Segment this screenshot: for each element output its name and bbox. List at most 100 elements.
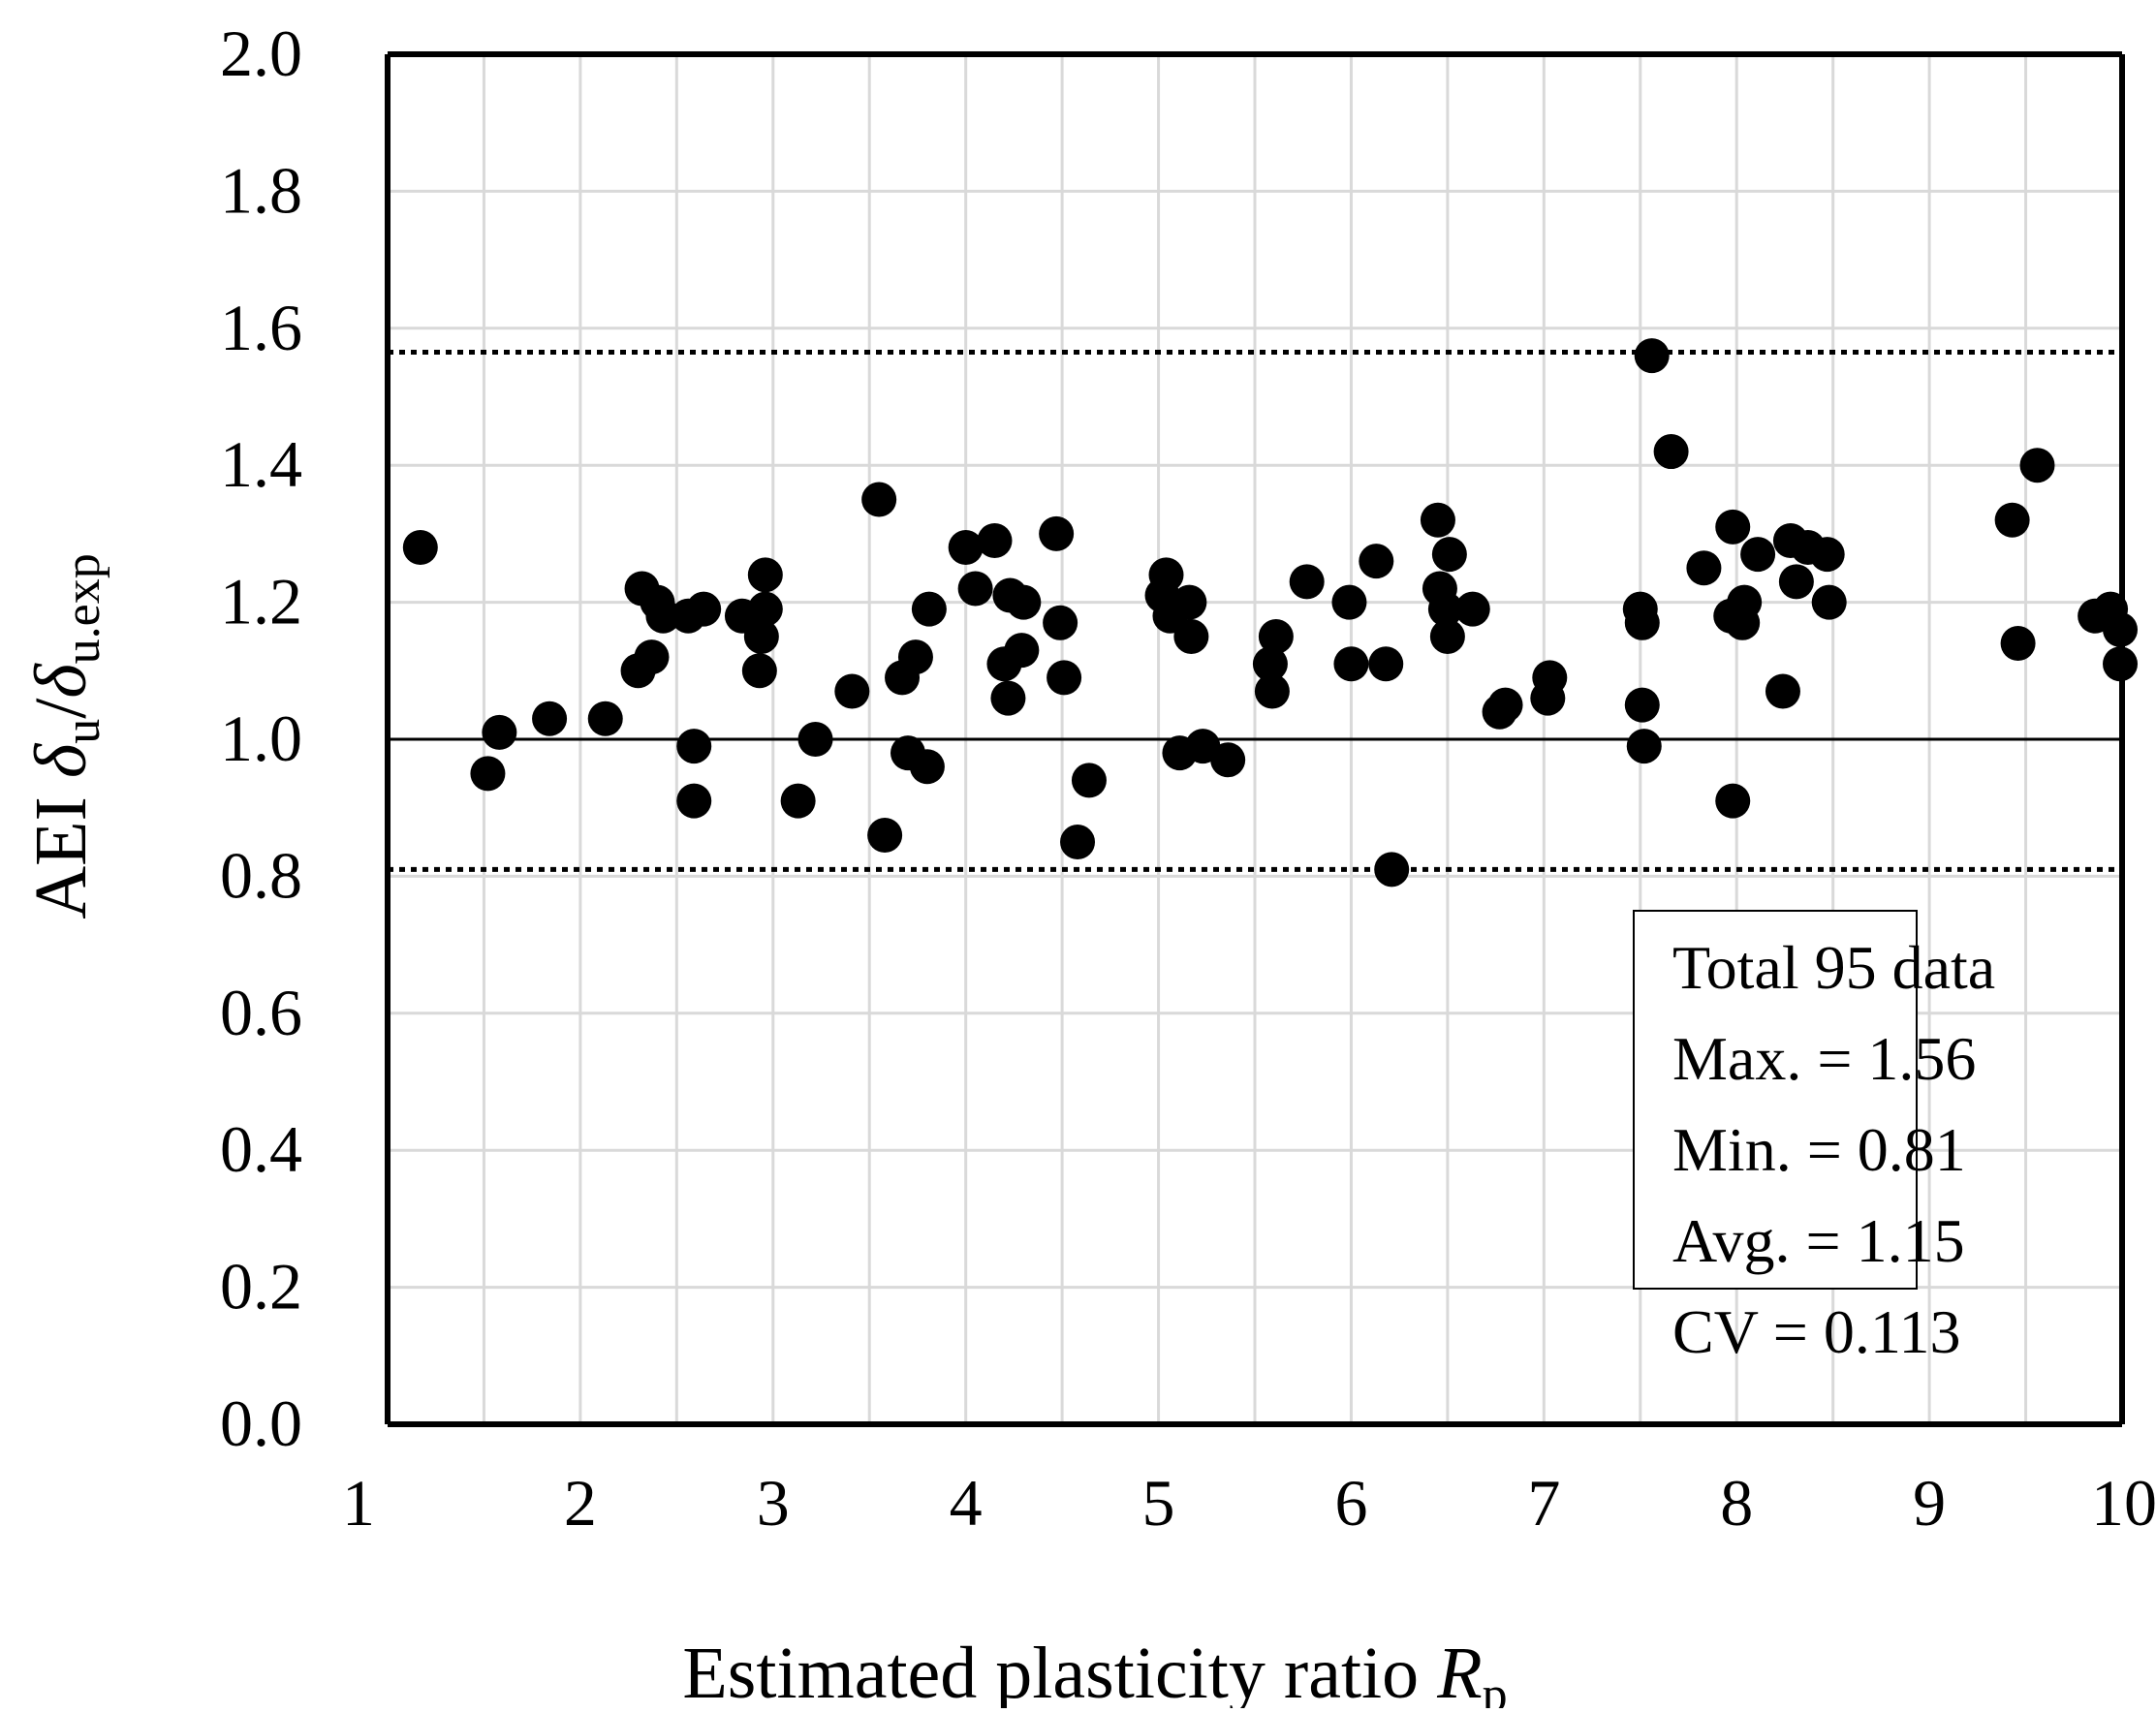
- data-point: [1331, 584, 1367, 620]
- data-point: [797, 722, 833, 757]
- data-point: [1626, 729, 1662, 764]
- data-point: [1368, 646, 1404, 682]
- data-point: [1487, 687, 1523, 723]
- data-point: [1532, 660, 1568, 696]
- y-axis-title-slash: /: [20, 698, 102, 719]
- y-tick-label: 1.0: [220, 701, 302, 775]
- y-tick-label: 0.6: [220, 976, 302, 1049]
- data-point: [1258, 618, 1294, 654]
- data-point: [2103, 646, 2139, 682]
- x-axis-title: Estimated plasticity ratio Rp: [682, 1633, 1507, 1708]
- stats-total: Total 95 data: [1672, 933, 1995, 1002]
- data-point: [780, 783, 816, 819]
- data-point: [676, 783, 712, 819]
- data-point: [948, 530, 984, 566]
- data-point: [909, 749, 945, 785]
- data-point: [1634, 338, 1670, 374]
- stats-cv: CV = 0.113: [1672, 1297, 1960, 1366]
- data-point: [1994, 502, 2030, 538]
- data-point: [634, 639, 670, 675]
- data-point: [1715, 783, 1751, 819]
- data-point: [1740, 537, 1776, 573]
- data-point: [1173, 618, 1209, 654]
- y-tick-labels: 0.0 0.2 0.4 0.6 0.8 1.0 1.2 1.4 1.6 1.8 2.0: [220, 16, 302, 1460]
- y-tick-label: 0.2: [220, 1250, 302, 1324]
- data-point: [482, 714, 517, 750]
- data-point: [1778, 564, 1814, 600]
- data-point: [743, 618, 779, 654]
- data-point: [2019, 448, 2055, 483]
- data-point: [1454, 591, 1490, 627]
- data-point: [1715, 509, 1751, 545]
- plot-frame: [385, 51, 2125, 1427]
- data-point: [1172, 584, 1207, 620]
- y-axis-title-num-sub: u: [55, 719, 110, 744]
- stats-min: Min. = 0.81: [1672, 1115, 1966, 1184]
- data-point: [897, 639, 933, 675]
- data-point: [532, 701, 568, 736]
- data-point: [1809, 537, 1845, 573]
- data-point: [1359, 544, 1394, 579]
- reference-lines: [388, 350, 2122, 872]
- data-point: [1060, 825, 1096, 860]
- data-point: [1420, 502, 1455, 538]
- data-point: [957, 571, 993, 607]
- data-point: [1811, 584, 1847, 620]
- x-tick-label: 10: [2091, 1466, 2156, 1540]
- x-tick-label: 6: [1334, 1466, 1367, 1540]
- x-tick-labels: 1 2 3 4 5 6 7 8 9 10: [342, 1466, 2156, 1540]
- data-points: [402, 338, 2139, 888]
- data-point: [1043, 605, 1078, 640]
- data-point: [1765, 673, 1800, 709]
- data-point: [1653, 434, 1689, 470]
- data-point: [834, 673, 870, 709]
- stats-box: Total 95 data Max. = 1.56 Min. = 0.81 Av…: [1633, 910, 1995, 1366]
- stats-avg: Avg. = 1.15: [1672, 1206, 1965, 1275]
- data-point: [1210, 742, 1246, 778]
- data-point: [2103, 611, 2139, 647]
- y-axis-title-num-symbol: δ: [20, 742, 102, 778]
- data-point: [1148, 557, 1184, 593]
- data-point: [747, 591, 783, 627]
- data-point: [1431, 537, 1467, 573]
- data-point: [686, 591, 722, 627]
- data-point: [1006, 584, 1042, 620]
- x-tick-label: 5: [1142, 1466, 1175, 1540]
- data-point: [1004, 633, 1040, 669]
- data-point: [1624, 605, 1660, 640]
- y-axis-title-prefix: AEI: [20, 778, 102, 919]
- y-axis-title: AEI δu/δu.exp: [20, 553, 110, 919]
- data-point: [1686, 550, 1722, 586]
- data-point: [867, 817, 903, 853]
- x-tick-label: 4: [950, 1466, 983, 1540]
- data-point: [1039, 515, 1075, 551]
- y-tick-label: 1.6: [220, 291, 302, 364]
- data-point: [402, 530, 438, 566]
- data-point: [990, 680, 1026, 716]
- y-tick-label: 1.2: [220, 565, 302, 638]
- data-point: [1429, 618, 1465, 654]
- x-tick-label: 1: [342, 1466, 375, 1540]
- data-point: [1071, 763, 1107, 798]
- y-tick-label: 0.8: [220, 838, 302, 912]
- y-tick-label: 1.4: [220, 427, 302, 501]
- x-tick-label: 9: [1913, 1466, 1946, 1540]
- y-axis-title-den-sub: u.exp: [55, 553, 110, 664]
- data-point: [747, 557, 783, 593]
- data-point: [1289, 564, 1325, 600]
- data-point: [1252, 646, 1288, 682]
- data-point: [645, 598, 681, 634]
- data-point: [1254, 673, 1290, 709]
- x-axis-title-var: R: [1436, 1633, 1482, 1708]
- data-point: [470, 756, 506, 792]
- data-point: [676, 729, 712, 764]
- data-point: [1047, 660, 1082, 696]
- x-tick-label: 8: [1720, 1466, 1753, 1540]
- y-tick-label: 2.0: [220, 16, 302, 90]
- data-point: [861, 482, 897, 517]
- y-tick-label: 0.4: [220, 1112, 302, 1186]
- data-point: [1427, 591, 1463, 627]
- data-point: [1624, 687, 1660, 723]
- y-tick-label: 0.0: [220, 1386, 302, 1460]
